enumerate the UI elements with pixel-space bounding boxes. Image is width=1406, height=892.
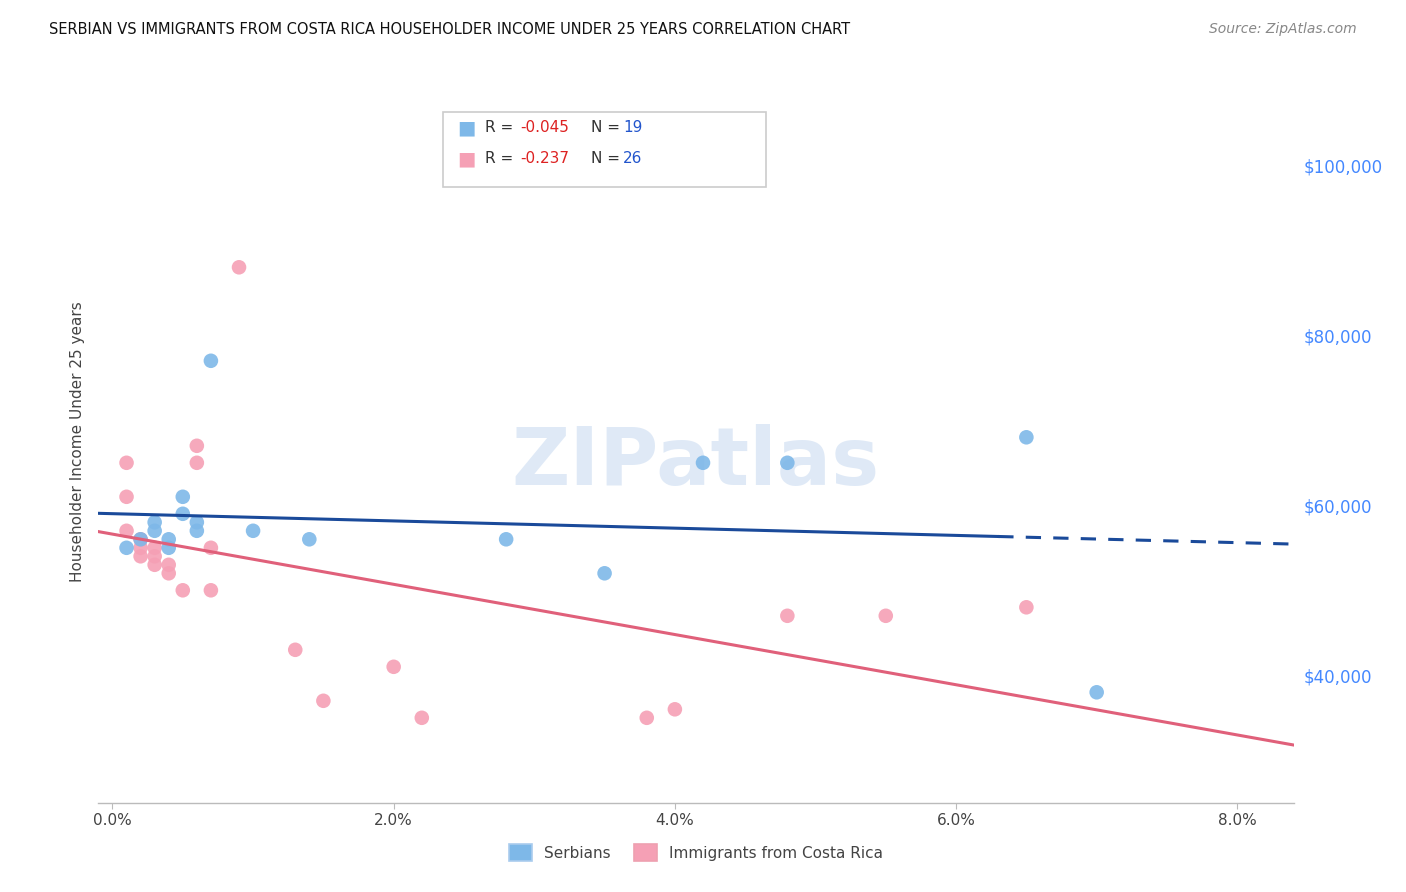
Point bbox=[143, 524, 166, 538]
Text: N =: N = bbox=[591, 152, 624, 166]
Point bbox=[228, 260, 250, 275]
Point bbox=[242, 524, 264, 538]
Point bbox=[1015, 430, 1038, 444]
Point bbox=[495, 533, 517, 547]
Point bbox=[200, 541, 222, 555]
Point bbox=[298, 533, 321, 547]
Text: R =: R = bbox=[485, 152, 519, 166]
Text: ■: ■ bbox=[457, 118, 475, 137]
Point bbox=[1015, 600, 1038, 615]
Point bbox=[875, 608, 897, 623]
Point bbox=[115, 456, 138, 470]
Point bbox=[186, 439, 208, 453]
Point bbox=[143, 558, 166, 572]
Point bbox=[312, 694, 335, 708]
Point bbox=[172, 490, 194, 504]
Point bbox=[200, 353, 222, 368]
Point bbox=[664, 702, 686, 716]
Point bbox=[186, 516, 208, 530]
Point bbox=[382, 660, 405, 674]
Point bbox=[129, 541, 152, 555]
Point bbox=[115, 490, 138, 504]
Point bbox=[692, 456, 714, 470]
Point bbox=[143, 549, 166, 564]
Point bbox=[115, 541, 138, 555]
Point bbox=[157, 533, 180, 547]
Point bbox=[157, 566, 180, 581]
Legend: Serbians, Immigrants from Costa Rica: Serbians, Immigrants from Costa Rica bbox=[503, 838, 889, 867]
Point bbox=[200, 583, 222, 598]
Point bbox=[115, 524, 138, 538]
Point bbox=[129, 549, 152, 564]
Text: 26: 26 bbox=[623, 152, 643, 166]
Point bbox=[172, 507, 194, 521]
Point bbox=[1085, 685, 1108, 699]
Point bbox=[129, 533, 152, 547]
Text: Source: ZipAtlas.com: Source: ZipAtlas.com bbox=[1209, 22, 1357, 37]
Point bbox=[776, 608, 799, 623]
Point bbox=[636, 711, 658, 725]
Point bbox=[129, 533, 152, 547]
Text: N =: N = bbox=[591, 120, 624, 135]
Point bbox=[157, 558, 180, 572]
Text: -0.045: -0.045 bbox=[520, 120, 569, 135]
Text: SERBIAN VS IMMIGRANTS FROM COSTA RICA HOUSEHOLDER INCOME UNDER 25 YEARS CORRELAT: SERBIAN VS IMMIGRANTS FROM COSTA RICA HO… bbox=[49, 22, 851, 37]
Point bbox=[186, 456, 208, 470]
Point bbox=[143, 516, 166, 530]
Point bbox=[776, 456, 799, 470]
Point bbox=[186, 524, 208, 538]
Point bbox=[284, 642, 307, 657]
Text: ZIPatlas: ZIPatlas bbox=[512, 425, 880, 502]
Text: 19: 19 bbox=[623, 120, 643, 135]
Point bbox=[157, 541, 180, 555]
Point bbox=[143, 541, 166, 555]
Point bbox=[172, 583, 194, 598]
Text: -0.237: -0.237 bbox=[520, 152, 569, 166]
Point bbox=[411, 711, 433, 725]
Text: ■: ■ bbox=[457, 149, 475, 169]
Point bbox=[593, 566, 616, 581]
Y-axis label: Householder Income Under 25 years: Householder Income Under 25 years bbox=[69, 301, 84, 582]
Text: R =: R = bbox=[485, 120, 519, 135]
